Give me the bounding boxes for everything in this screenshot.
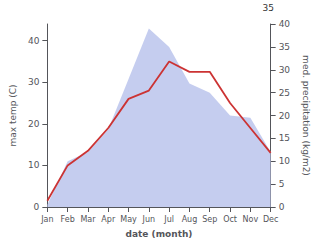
svg-text:20: 20 bbox=[28, 119, 40, 129]
svg-text:35: 35 bbox=[279, 42, 290, 52]
svg-text:40: 40 bbox=[28, 36, 40, 46]
svg-text:20: 20 bbox=[279, 111, 291, 121]
svg-text:Aug: Aug bbox=[182, 215, 198, 224]
svg-text:Apr: Apr bbox=[101, 215, 116, 224]
svg-text:35: 35 bbox=[263, 3, 274, 13]
svg-text:Sep: Sep bbox=[202, 215, 217, 224]
svg-text:Jun: Jun bbox=[142, 215, 156, 224]
svg-text:15: 15 bbox=[279, 133, 290, 143]
svg-text:Dec: Dec bbox=[263, 215, 278, 224]
svg-text:25: 25 bbox=[279, 88, 290, 98]
svg-text:Mar: Mar bbox=[80, 215, 96, 224]
svg-text:Feb: Feb bbox=[61, 215, 75, 224]
svg-text:10: 10 bbox=[279, 156, 291, 166]
svg-text:Jan: Jan bbox=[40, 215, 53, 224]
svg-text:30: 30 bbox=[28, 77, 40, 87]
svg-text:5: 5 bbox=[279, 179, 285, 189]
svg-text:40: 40 bbox=[279, 19, 291, 29]
svg-text:med. precipitation (kg/m2): med. precipitation (kg/m2) bbox=[301, 55, 311, 176]
svg-text:Oct: Oct bbox=[223, 215, 237, 224]
svg-text:May: May bbox=[120, 215, 137, 224]
svg-text:max temp (C): max temp (C) bbox=[8, 84, 18, 146]
svg-text:Jul: Jul bbox=[163, 215, 174, 224]
svg-text:0: 0 bbox=[34, 202, 40, 212]
svg-text:10: 10 bbox=[28, 160, 40, 170]
svg-text:30: 30 bbox=[279, 65, 291, 75]
svg-text:0: 0 bbox=[279, 202, 285, 212]
svg-text:date (month): date (month) bbox=[126, 229, 193, 239]
svg-text:Nov: Nov bbox=[243, 215, 259, 224]
